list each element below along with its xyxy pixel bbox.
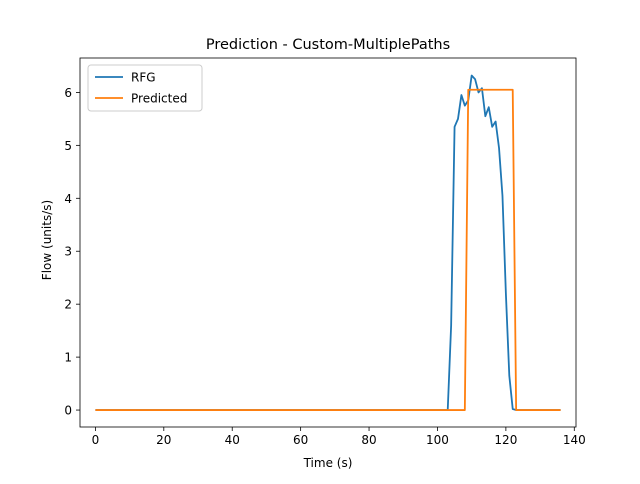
y-tick-label: 2	[64, 298, 72, 312]
chart-title: Prediction - Custom-MultiplePaths	[206, 37, 450, 53]
x-tick-label: 40	[225, 433, 240, 447]
legend-label-rfg: RFG	[131, 71, 156, 85]
x-tick-label: 80	[361, 433, 376, 447]
y-tick-label: 0	[64, 404, 72, 418]
x-tick-label: 0	[92, 433, 100, 447]
x-tick-label: 120	[494, 433, 517, 447]
plot-area: 0 20 40 60 80 100 120 140 0 1 2 3 4 5 6 RFG Predicted	[64, 57, 586, 447]
y-tick-label: 6	[64, 86, 72, 100]
x-tick-label: 140	[563, 433, 586, 447]
x-tick-label: 60	[293, 433, 308, 447]
x-axis-label: Time (s)	[303, 456, 353, 470]
axes-frame	[79, 57, 577, 428]
y-axis-label: Flow (units/s)	[40, 200, 54, 280]
y-tick-label: 5	[64, 139, 72, 153]
y-tick-label: 4	[64, 192, 72, 206]
y-tick-label: 3	[64, 245, 72, 259]
legend-label-predicted: Predicted	[131, 92, 187, 106]
x-tick-label: 100	[426, 433, 449, 447]
series-line-rfg	[95, 74, 561, 411]
series-line-predicted	[95, 88, 561, 411]
x-tick-label: 20	[156, 433, 171, 447]
y-tick-label: 1	[64, 351, 72, 365]
